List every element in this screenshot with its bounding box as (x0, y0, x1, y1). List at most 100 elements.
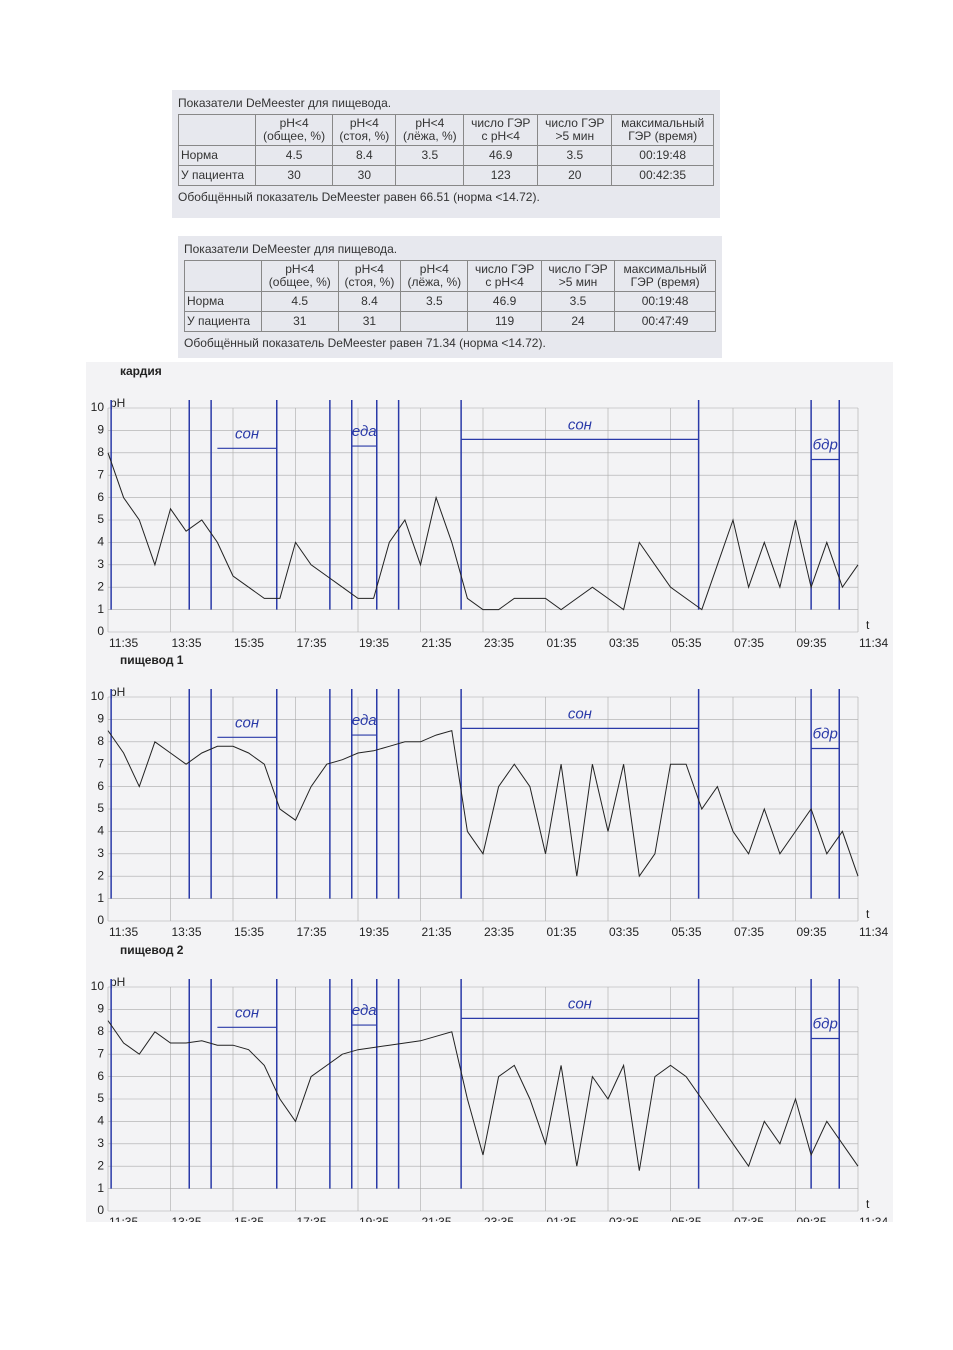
header-cell: pH<4 (стоя, %) (332, 114, 397, 146)
y-tick-label: 0 (97, 913, 104, 927)
x-tick-label: 11:34 (859, 925, 888, 939)
x-axis-label: t (866, 618, 870, 632)
table: pH<4 (общее, %) pH<4 (стоя, %) pH<4 (лёжа,… (184, 260, 716, 332)
x-tick-label: 09:35 (797, 636, 827, 650)
demeester-table: Показатели DeMeester для пищевода. pH<4 (… (172, 90, 720, 218)
x-tick-label: 11:35 (109, 925, 138, 939)
y-tick-label: 5 (97, 801, 104, 815)
x-axis-label: t (866, 907, 870, 921)
y-tick-label: 10 (91, 400, 105, 414)
table-cell: 00:42:35 (611, 165, 714, 186)
header-cell: число ГЭР с pH<4 (467, 260, 542, 292)
x-tick-label: 23:35 (484, 636, 514, 650)
table-cell: 20 (537, 165, 613, 186)
table-cell: У пациента (178, 165, 256, 186)
table-cell: У пациента (184, 311, 262, 332)
y-tick-label: 4 (97, 1114, 104, 1128)
table-cell: 31 (337, 311, 402, 332)
y-tick-label: 10 (91, 979, 105, 993)
header-cell: число ГЭР >5 мин (537, 114, 613, 146)
table-cell (395, 165, 465, 186)
annotation: сон (235, 714, 259, 731)
annotation: бдр (813, 1015, 838, 1032)
x-tick-label: 17:35 (297, 1215, 327, 1222)
y-tick-label: 8 (97, 734, 104, 748)
table-cell: 30 (332, 165, 397, 186)
table-row: У пациента 31 31 119 24 00:47:49 (184, 311, 716, 332)
y-tick-label: 2 (97, 1158, 104, 1172)
table-cell: 8.4 (337, 291, 402, 312)
y-tick-label: 4 (97, 535, 104, 549)
x-tick-label: 07:35 (734, 636, 764, 650)
y-tick-label: 7 (97, 467, 104, 481)
header-cell: число ГЭР >5 мин (540, 260, 616, 292)
ph-trace (107, 452, 859, 611)
table-cell: 3.5 (395, 145, 465, 166)
header-cell: pH<4 (стоя, %) (337, 260, 402, 292)
table-row: Норма 4.5 8.4 3.5 46.9 3.5 00:19:48 (178, 145, 714, 166)
x-tick-label: 13:35 (172, 1215, 202, 1222)
y-tick-label: 1 (97, 1181, 104, 1195)
x-tick-label: 15:35 (234, 1215, 264, 1222)
table-row: У пациента 30 30 123 20 00:42:35 (178, 165, 714, 186)
x-tick-label: 03:35 (609, 925, 639, 939)
table-cell: 123 (463, 165, 539, 186)
x-tick-label: 03:35 (609, 636, 639, 650)
ph-trace (107, 729, 859, 878)
x-axis-label: t (866, 1197, 870, 1211)
y-tick-label: 1 (97, 602, 104, 616)
table-cell: 30 (254, 165, 334, 186)
table-cell: 3.5 (540, 291, 616, 312)
annotation: сон (235, 425, 259, 442)
table-cell: 119 (467, 311, 542, 332)
y-tick-label: 5 (97, 512, 104, 526)
y-tick-label: 8 (97, 445, 104, 459)
table-cell: 24 (540, 311, 616, 332)
y-tick-label: 6 (97, 490, 104, 504)
annotation: еда (352, 712, 377, 729)
chart-title: пищевод 2 (120, 943, 184, 957)
table-cell: 46.9 (463, 145, 539, 166)
demeester-table: Показатели DeMeester для пищевода. pH<4 (… (178, 236, 722, 358)
chart-title: кардия (120, 364, 162, 378)
header-cell: максимальный ГЭР (время) (611, 114, 714, 146)
x-tick-label: 19:35 (359, 636, 389, 650)
x-tick-label: 13:35 (172, 925, 202, 939)
table-cell (400, 311, 469, 332)
y-tick-label: 6 (97, 779, 104, 793)
table-title: Показатели DeMeester для пищевода. (178, 96, 392, 110)
table-footer: Обобщённый показатель DeMeester равен 66… (178, 190, 540, 204)
header-row: pH<4 (общее, %) pH<4 (стоя, %) pH<4 (лёжа,… (178, 114, 714, 146)
x-tick-label: 09:35 (797, 925, 827, 939)
x-tick-label: 23:35 (484, 925, 514, 939)
x-tick-label: 07:35 (734, 925, 764, 939)
x-tick-label: 05:35 (672, 636, 702, 650)
x-tick-label: 03:35 (609, 1215, 639, 1222)
x-tick-label: 13:35 (172, 636, 202, 650)
y-tick-label: 0 (97, 624, 104, 638)
header-cell: pH<4 (общее, %) (261, 260, 339, 292)
header-cell (178, 114, 256, 146)
y-tick-label: 1 (97, 891, 104, 905)
y-tick-label: 2 (97, 868, 104, 882)
x-tick-label: 19:35 (359, 925, 389, 939)
x-tick-label: 05:35 (672, 1215, 702, 1222)
annotation: бдр (813, 436, 838, 453)
table-cell: 00:47:49 (614, 311, 716, 332)
x-tick-label: 15:35 (234, 636, 264, 650)
x-tick-label: 17:35 (297, 925, 327, 939)
y-tick-label: 8 (97, 1024, 104, 1038)
table-cell: 4.5 (254, 145, 334, 166)
x-tick-label: 21:35 (422, 1215, 452, 1222)
table-cell: Норма (178, 145, 256, 166)
x-tick-label: 01:35 (547, 636, 577, 650)
annotation: сон (568, 416, 592, 433)
header-row: pH<4 (общее, %) pH<4 (стоя, %) pH<4 (лёжа,… (184, 260, 716, 292)
table-footer: Обобщённый показатель DeMeester равен 71… (184, 336, 546, 350)
x-tick-label: 23:35 (484, 1215, 514, 1222)
x-tick-label: 17:35 (297, 636, 327, 650)
x-tick-label: 05:35 (672, 925, 702, 939)
table: pH<4 (общее, %) pH<4 (стоя, %) pH<4 (лёжа,… (178, 114, 714, 186)
